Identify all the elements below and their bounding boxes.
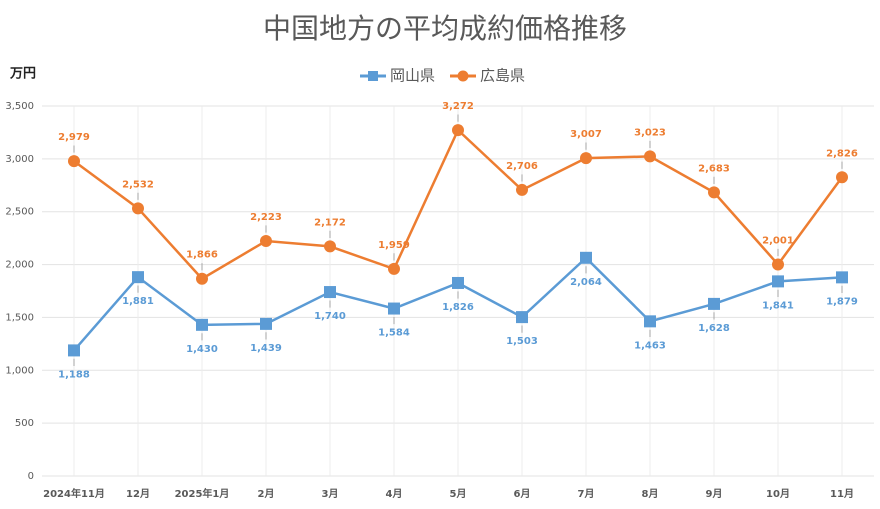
data-label: 2,532 <box>122 179 154 190</box>
point <box>260 317 272 330</box>
x-tick-label: 3月 <box>322 488 339 500</box>
x-tick-label: 11月 <box>830 488 854 500</box>
data-label: 3,007 <box>570 129 602 140</box>
data-label: 2,683 <box>698 163 730 174</box>
y-tick-label: 0 <box>28 471 34 482</box>
point <box>68 344 80 357</box>
y-tick-label: 2,500 <box>5 207 34 218</box>
data-label: 1,463 <box>634 340 666 351</box>
point <box>772 258 784 271</box>
data-label: 3,272 <box>442 101 474 112</box>
point <box>132 271 144 284</box>
data-label: 1,881 <box>122 296 154 307</box>
point <box>644 315 656 328</box>
data-label: 2,979 <box>58 132 90 143</box>
data-label: 1,879 <box>826 296 858 307</box>
data-label: 2,172 <box>314 217 346 228</box>
point <box>516 311 528 324</box>
point <box>772 275 784 288</box>
data-label: 1,740 <box>314 311 346 322</box>
point <box>452 124 464 137</box>
legend-marker <box>457 70 469 82</box>
point <box>68 155 80 168</box>
point <box>388 262 400 275</box>
y-tick-label: 1,000 <box>5 365 34 376</box>
y-axis-unit: 万円 <box>9 67 36 82</box>
point <box>836 171 848 184</box>
point <box>580 152 592 165</box>
x-tick-label: 2025年1月 <box>175 487 230 500</box>
x-tick-label: 7月 <box>578 488 595 500</box>
x-tick-label: 5月 <box>450 488 467 500</box>
point <box>260 234 272 247</box>
point <box>708 186 720 199</box>
data-label: 1,188 <box>58 369 90 380</box>
data-label: 1,503 <box>506 336 538 347</box>
x-tick-label: 2024年11月 <box>43 487 105 500</box>
y-tick-label: 500 <box>15 418 34 429</box>
point <box>132 202 144 215</box>
point <box>836 271 848 284</box>
data-label: 1,959 <box>378 240 410 251</box>
legend-marker <box>368 71 378 81</box>
point <box>708 297 720 310</box>
data-label: 1,628 <box>698 323 730 334</box>
legend-label: 広島県 <box>480 67 525 85</box>
point <box>516 183 528 196</box>
point <box>196 318 208 331</box>
point <box>644 150 656 163</box>
x-tick-label: 4月 <box>386 488 403 500</box>
data-label: 3,023 <box>634 127 666 138</box>
data-label: 1,430 <box>186 344 218 355</box>
data-label: 2,001 <box>762 235 794 246</box>
data-label: 1,584 <box>378 328 410 339</box>
data-label: 1,826 <box>442 302 474 313</box>
x-tick-label: 9月 <box>706 488 723 500</box>
point <box>324 286 336 299</box>
chart-title: 中国地方の平均成約価格推移 <box>263 12 627 45</box>
data-label: 2,223 <box>250 212 282 223</box>
data-label: 1,439 <box>250 343 282 354</box>
y-tick-label: 2,000 <box>5 260 34 271</box>
x-tick-label: 10月 <box>766 488 790 500</box>
data-label: 2,826 <box>826 148 858 159</box>
x-tick-label: 2月 <box>258 488 275 500</box>
point <box>452 276 464 289</box>
y-tick-label: 3,000 <box>5 154 34 165</box>
point <box>324 240 336 253</box>
data-label: 2,706 <box>506 161 538 172</box>
y-tick-label: 1,500 <box>5 312 34 323</box>
x-tick-label: 12月 <box>126 488 150 500</box>
data-label: 2,064 <box>570 277 602 288</box>
y-tick-label: 3,500 <box>5 101 34 112</box>
data-label: 1,841 <box>762 300 794 311</box>
x-tick-label: 6月 <box>514 488 531 500</box>
data-label: 1,866 <box>186 250 218 261</box>
x-tick-label: 8月 <box>642 488 659 500</box>
legend-label: 岡山県 <box>390 67 435 85</box>
point <box>388 302 400 315</box>
point <box>196 272 208 285</box>
point <box>580 251 592 264</box>
